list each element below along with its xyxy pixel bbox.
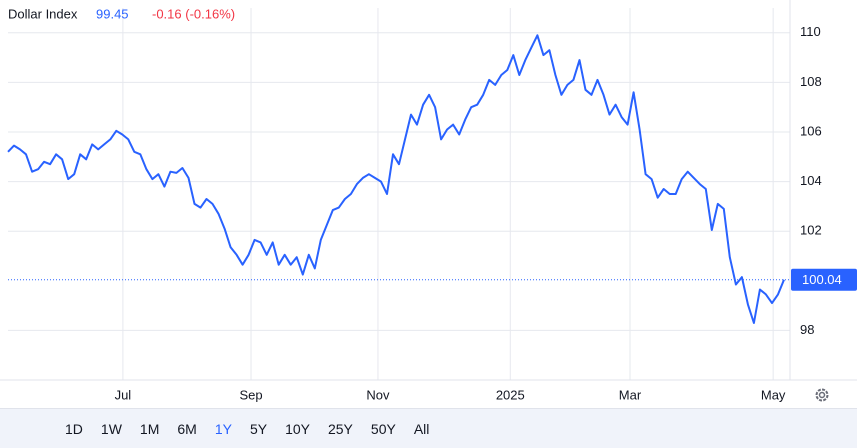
price-line xyxy=(7,34,785,324)
range-button[interactable]: 6M xyxy=(177,420,197,437)
range-button[interactable]: 1D xyxy=(65,420,83,437)
range-button[interactable]: 1Y xyxy=(214,420,232,437)
range-button[interactable]: 25Y xyxy=(327,420,353,437)
header-price: 99.45 xyxy=(96,6,129,21)
range-button[interactable]: All xyxy=(413,420,430,437)
x-tick-label: Nov xyxy=(366,387,390,402)
x-tick-label: 2025 xyxy=(496,387,525,402)
y-tick-label: 98 xyxy=(800,322,814,337)
x-tick-label: Jul xyxy=(115,387,132,402)
grid xyxy=(8,8,790,380)
last-price-box xyxy=(791,268,857,291)
range-button[interactable]: 50Y xyxy=(370,420,396,437)
y-tick-label: 108 xyxy=(800,74,822,89)
settings-icon[interactable] xyxy=(815,388,829,402)
range-bar: 1D 1W 1M 6M 1Y 5Y 10Y 25Y 50Y All xyxy=(0,408,857,448)
header-change: -0.16 (-0.16%) xyxy=(152,6,235,21)
y-tick-label: 102 xyxy=(800,223,822,238)
chart: Dollar Index 99.45 -0.16 (-0.16%) 98 102 1… xyxy=(0,0,857,402)
y-tick-label: 110 xyxy=(800,24,821,39)
x-tick-label: May xyxy=(761,387,786,402)
x-tick-label: Sep xyxy=(239,387,262,402)
range-button[interactable]: 1M xyxy=(139,420,160,437)
range-button[interactable]: 10Y xyxy=(285,420,310,437)
x-tick-label: Mar xyxy=(619,387,642,402)
range-button[interactable]: 1W xyxy=(100,420,122,437)
y-tick-label: 106 xyxy=(800,123,822,138)
range-button[interactable]: 5Y xyxy=(249,420,268,437)
last-price-label: 100.04 xyxy=(802,272,842,287)
y-tick-label: 104 xyxy=(800,173,822,188)
chart-title: Dollar Index xyxy=(8,6,78,21)
